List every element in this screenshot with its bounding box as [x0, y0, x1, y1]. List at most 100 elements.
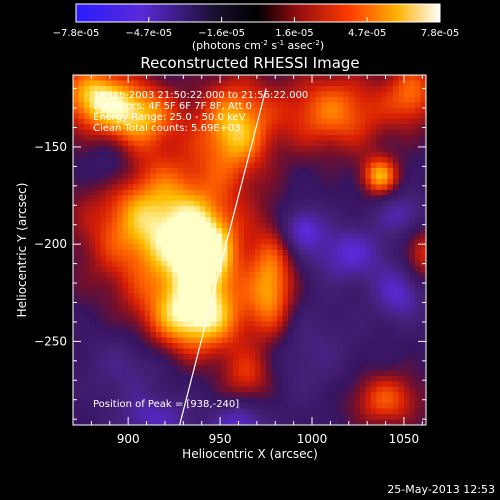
heatmap-cell: [161, 288, 168, 295]
heatmap-cell: [78, 173, 85, 180]
heatmap-cell: [188, 250, 195, 257]
heatmap-cell: [282, 403, 289, 410]
heatmap-cell: [282, 239, 289, 246]
heatmap-cell: [315, 222, 322, 229]
heatmap-cell: [205, 189, 212, 196]
heatmap-cell: [409, 146, 416, 153]
heatmap-cell: [288, 124, 295, 131]
heatmap-cell: [376, 189, 383, 196]
heatmap-cell: [288, 184, 295, 191]
heatmap-cell: [84, 397, 91, 404]
heatmap-cell: [95, 129, 102, 136]
heatmap-cell: [266, 178, 273, 185]
heatmap-cell: [238, 381, 245, 388]
heatmap-cell: [172, 419, 179, 425]
heatmap-cells: [73, 75, 426, 425]
heatmap-cell: [260, 184, 267, 191]
heatmap-cell: [73, 255, 80, 262]
heatmap-cell: [122, 217, 129, 224]
heatmap-cell: [161, 403, 168, 410]
heatmap-cell: [343, 140, 350, 147]
heatmap-cell: [177, 162, 184, 169]
heatmap-cell: [332, 162, 339, 169]
heatmap-cell: [166, 206, 173, 213]
heatmap-cell: [321, 255, 328, 262]
heatmap-cell: [133, 239, 140, 246]
heatmap-cell: [381, 397, 388, 404]
heatmap-cell: [381, 140, 388, 147]
heatmap-cell: [89, 315, 96, 322]
heatmap-cell: [205, 353, 212, 360]
heatmap-cell: [183, 315, 190, 322]
heatmap-cell: [370, 321, 377, 328]
heatmap-cell: [128, 310, 135, 317]
heatmap-cell: [315, 102, 322, 109]
heatmap-cell: [227, 288, 234, 295]
heatmap-cell: [133, 157, 140, 164]
heatmap-cell: [117, 107, 124, 114]
heatmap-cell: [216, 408, 223, 415]
heatmap-cell: [243, 239, 251, 246]
heatmap-cell: [106, 244, 113, 251]
heatmap-cell: [205, 151, 212, 158]
heatmap-cell: [277, 178, 284, 185]
heatmap-cell: [111, 326, 118, 333]
heatmap-cell: [227, 348, 234, 355]
heatmap-cell: [266, 299, 273, 306]
heatmap-cell: [216, 146, 223, 153]
heatmap-cell: [161, 419, 168, 425]
heatmap-cell: [326, 151, 333, 158]
heatmap-cell: [205, 288, 212, 295]
heatmap-cell: [403, 397, 411, 404]
heatmap-cell: [139, 353, 146, 360]
heatmap-cell: [293, 326, 300, 333]
heatmap-cell: [144, 129, 151, 136]
heatmap-cell: [249, 96, 256, 103]
heatmap-cell: [95, 151, 102, 158]
heatmap-cell: [337, 332, 344, 339]
heatmap-cell: [150, 211, 157, 218]
heatmap-cell: [249, 315, 256, 322]
heatmap-cell: [277, 206, 284, 213]
heatmap-cell: [221, 419, 229, 425]
heatmap-cell: [232, 178, 240, 185]
heatmap-cell: [133, 414, 140, 421]
heatmap-cell: [310, 80, 317, 87]
heatmap-cell: [78, 239, 85, 246]
heatmap-cell: [106, 217, 113, 224]
heatmap-cell: [255, 266, 262, 273]
heatmap-cell: [128, 113, 135, 120]
heatmap-cell: [348, 293, 355, 300]
heatmap-cell: [271, 304, 278, 311]
heatmap-cell: [232, 85, 240, 93]
heatmap-cell: [315, 304, 322, 311]
heatmap-cell: [370, 266, 377, 273]
heatmap-cell: [199, 315, 206, 322]
heatmap-cell: [177, 113, 184, 120]
heatmap-cell: [139, 211, 146, 218]
heatmap-cell: [304, 206, 311, 213]
heatmap-cell: [122, 288, 129, 295]
heatmap-cell: [326, 414, 333, 421]
heatmap-cell: [277, 375, 284, 382]
heatmap-cell: [348, 135, 355, 142]
heatmap-cell: [183, 392, 190, 399]
heatmap-cell: [155, 266, 162, 273]
heatmap-cell: [111, 403, 118, 410]
heatmap-cell: [78, 271, 85, 278]
heatmap-cell: [304, 271, 311, 278]
heatmap-cell: [376, 102, 383, 109]
heatmap-cell: [73, 178, 80, 185]
heatmap-cell: [166, 277, 173, 284]
heatmap-cell: [414, 157, 422, 164]
heatmap-cell: [161, 370, 168, 377]
heatmap-cell: [387, 80, 394, 87]
heatmap-cell: [111, 419, 118, 425]
heatmap-cell: [89, 370, 96, 377]
heatmap-cell: [188, 173, 195, 180]
heatmap-cell: [111, 370, 118, 377]
heatmap-cell: [354, 195, 361, 202]
heatmap-cell: [249, 162, 256, 169]
heatmap-cell: [183, 359, 190, 366]
heatmap-cell: [133, 129, 140, 136]
